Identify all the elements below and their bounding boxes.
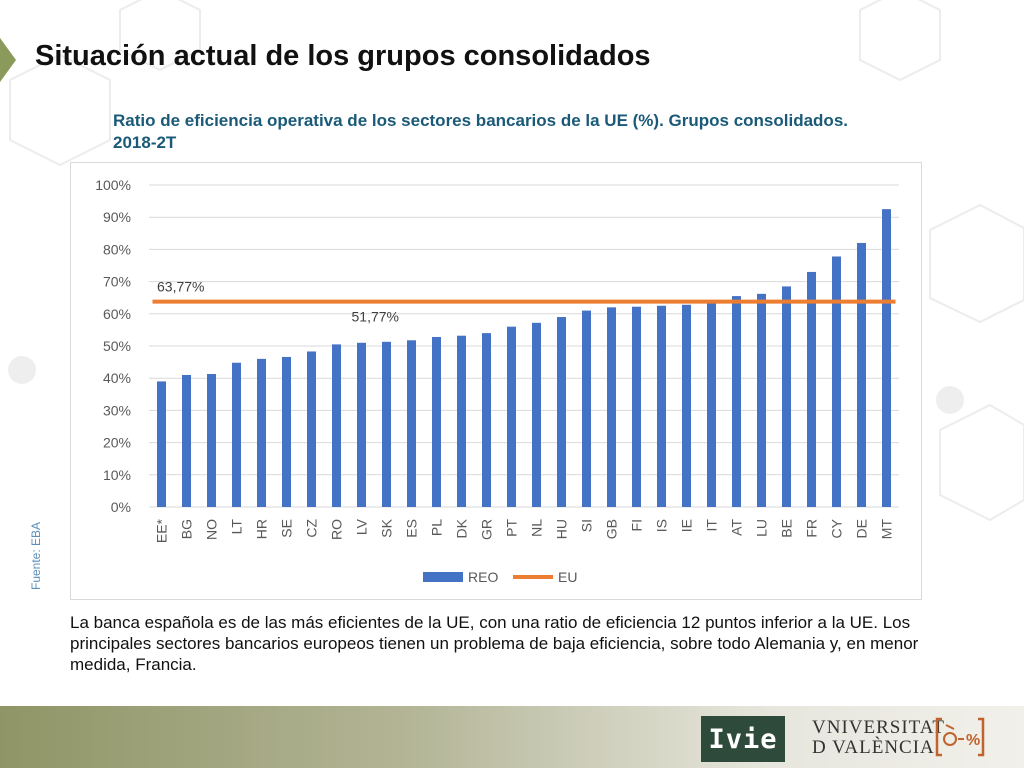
- bar-DK: [457, 335, 466, 507]
- x-tick-label: LT: [229, 519, 245, 535]
- bar-FR: [807, 271, 816, 507]
- source-note: Fuente: EBA: [29, 521, 43, 590]
- y-tick-label: 10%: [103, 467, 131, 483]
- bar-ES: [407, 340, 416, 507]
- efficiency-ratio-chart: 0% 10% 20% 30% 40% 50% 60% 70% 80% 90% 100% EE* BG NO…: [95, 177, 899, 585]
- legend-label-EU: EU: [558, 569, 577, 585]
- x-tick-label: NO: [204, 519, 220, 540]
- uv-logo-line1: VNIVERSITAT: [812, 717, 945, 738]
- bar-HU: [557, 317, 566, 507]
- bar-EE*: [157, 381, 166, 507]
- bar-SI: [582, 310, 591, 507]
- x-tick-label: IS: [654, 519, 670, 532]
- x-tick-label: SE: [279, 519, 295, 538]
- title-accent: [0, 38, 16, 82]
- summary-paragraph: La banca española es de las más eficient…: [70, 613, 919, 674]
- x-tick-label: CY: [829, 518, 845, 538]
- bar-NO: [207, 374, 216, 507]
- bar-GB: [607, 307, 616, 507]
- x-tick-label: SK: [379, 518, 395, 537]
- bar-FI: [632, 306, 641, 507]
- bar-LT: [232, 362, 241, 507]
- bar-MT: [882, 209, 891, 507]
- chart-title: Ratio de eficiencia operativa de los sec…: [113, 111, 848, 152]
- bar-BE: [782, 286, 791, 507]
- bar-SK: [382, 341, 391, 507]
- bar-BG: [182, 374, 191, 507]
- bar-CZ: [307, 351, 316, 507]
- data-label: 51,77%: [352, 308, 399, 324]
- data-label: 63,77%: [157, 279, 204, 295]
- bar-LV: [357, 342, 366, 507]
- bar-IS: [657, 305, 666, 507]
- y-tick-label: 30%: [103, 402, 131, 418]
- page-title: Situación actual de los grupos consolida…: [35, 40, 651, 72]
- x-tick-label: FI: [629, 519, 645, 531]
- x-tick-label: MT: [879, 519, 895, 540]
- y-tick-label: 0%: [111, 499, 131, 515]
- x-tick-label: BG: [179, 519, 195, 539]
- x-tick-label: IE: [679, 519, 695, 532]
- y-tick-label: 80%: [103, 241, 131, 257]
- footer-band: [0, 706, 1024, 768]
- bar-NL: [532, 322, 541, 507]
- x-tick-label: DE: [854, 519, 870, 538]
- x-tick-label: HR: [254, 519, 270, 539]
- bar-PL: [432, 336, 441, 507]
- y-tick-label: 50%: [103, 338, 131, 354]
- uv-logo-line2: D VALÈNCIA: [812, 737, 935, 758]
- x-tick-label: DK: [454, 518, 470, 538]
- x-tick-label: EE*: [154, 518, 170, 543]
- ivie-logo: Ivie: [701, 716, 785, 762]
- x-tick-label: GR: [479, 519, 495, 540]
- bar-DE: [857, 242, 866, 507]
- x-tick-label: GB: [604, 519, 620, 539]
- bar-SE: [282, 356, 291, 507]
- bar-LU: [757, 293, 766, 507]
- x-tick-label: ES: [404, 519, 420, 538]
- bar-CY: [832, 256, 841, 507]
- chart-frame: 0% 10% 20% 30% 40% 50% 60% 70% 80% 90% 100% EE* BG NO…: [70, 162, 922, 600]
- bar-PT: [507, 326, 516, 507]
- bar-IE: [682, 304, 691, 507]
- x-tick-label: RO: [329, 519, 345, 540]
- bar-GR: [482, 333, 491, 507]
- x-tick-label: HU: [554, 519, 570, 539]
- x-tick-label: SI: [579, 519, 595, 532]
- y-tick-label: 40%: [103, 370, 131, 386]
- legend-swatch-REO: [423, 572, 463, 582]
- x-tick-label: LV: [354, 518, 370, 535]
- bar-HR: [257, 358, 266, 507]
- y-tick-label: 90%: [103, 209, 131, 225]
- svg-text:%: %: [966, 732, 980, 749]
- bar-RO: [332, 344, 341, 507]
- x-tick-label: LU: [754, 519, 770, 537]
- x-tick-label: CZ: [304, 519, 320, 538]
- x-tick-label: BE: [779, 519, 795, 538]
- bar-AT: [732, 296, 741, 507]
- y-tick-label: 20%: [103, 435, 131, 451]
- y-tick-label: 100%: [95, 177, 131, 193]
- x-tick-label: FR: [804, 519, 820, 538]
- bar-IT: [707, 301, 716, 507]
- x-tick-label: NL: [529, 519, 545, 537]
- y-tick-label: 60%: [103, 306, 131, 322]
- universitat-valencia-logo: VNIVERSITAT D VALÈNCIA %: [812, 715, 1012, 763]
- legend-label-REO: REO: [468, 569, 498, 585]
- y-tick-label: 70%: [103, 274, 131, 290]
- x-tick-label: AT: [729, 519, 745, 536]
- uv-logo-mark: %: [935, 717, 985, 757]
- x-tick-label: PT: [504, 519, 520, 537]
- x-tick-label: IT: [704, 519, 720, 532]
- x-tick-label: PL: [429, 519, 445, 536]
